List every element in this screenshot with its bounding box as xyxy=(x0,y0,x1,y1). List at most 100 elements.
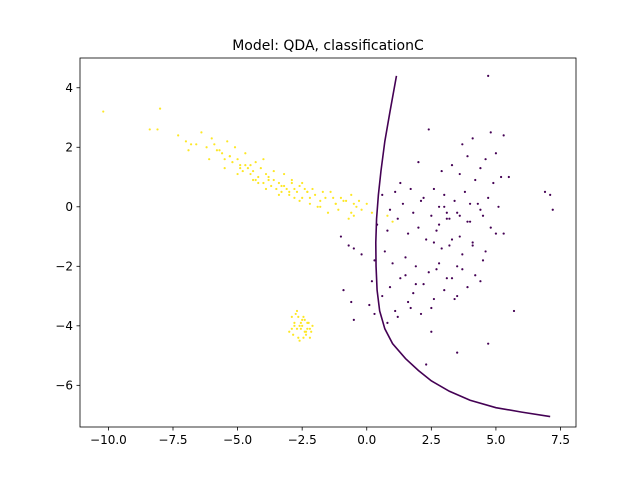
decision-boundary-line xyxy=(374,75,551,418)
data-point-class-1 xyxy=(270,184,273,188)
data-point-class-1 xyxy=(200,131,203,134)
data-point-class-1 xyxy=(295,327,299,330)
data-point-class-0 xyxy=(468,220,472,223)
data-point-class-0 xyxy=(417,161,420,164)
data-point-class-1 xyxy=(303,318,306,321)
data-point-class-1 xyxy=(316,205,319,208)
data-point-class-0 xyxy=(425,238,428,241)
data-point-class-1 xyxy=(288,190,291,194)
data-point-class-0 xyxy=(370,280,374,283)
data-point-class-1 xyxy=(304,333,308,336)
data-point-class-0 xyxy=(430,330,433,333)
data-point-class-0 xyxy=(386,229,389,232)
data-point-class-0 xyxy=(414,265,417,268)
data-point-class-0 xyxy=(507,175,510,179)
data-point-class-1 xyxy=(290,181,293,185)
data-point-class-0 xyxy=(489,226,492,229)
data-point-class-0 xyxy=(456,211,459,214)
data-point-class-0 xyxy=(383,250,386,253)
data-point-class-1 xyxy=(262,158,265,161)
data-point-class-1 xyxy=(297,315,300,318)
data-point-class-1 xyxy=(249,172,252,176)
data-point-class-0 xyxy=(487,342,490,345)
data-point-class-1 xyxy=(288,193,291,196)
data-point-class-0 xyxy=(388,208,392,211)
data-point-class-1 xyxy=(313,193,317,196)
data-point-class-0 xyxy=(502,134,505,137)
x-tick-label: −7.5 xyxy=(158,433,187,447)
data-point-class-1 xyxy=(293,321,296,324)
data-point-class-1 xyxy=(239,164,242,167)
data-point-class-0 xyxy=(479,280,482,283)
data-point-class-0 xyxy=(440,169,443,173)
data-point-class-0 xyxy=(484,250,487,253)
x-tick-label: 5.0 xyxy=(486,433,505,447)
data-point-class-0 xyxy=(458,214,461,217)
data-point-class-1 xyxy=(299,321,302,324)
data-point-class-1 xyxy=(156,128,159,131)
data-point-class-1 xyxy=(228,155,231,158)
data-point-class-1 xyxy=(308,327,312,330)
data-point-class-1 xyxy=(337,208,340,211)
data-point-class-0 xyxy=(481,214,485,217)
data-point-class-1 xyxy=(184,140,188,143)
data-point-class-1 xyxy=(365,202,368,205)
data-point-class-1 xyxy=(352,214,355,217)
data-point-class-1 xyxy=(301,324,304,327)
data-point-class-0 xyxy=(396,217,399,220)
data-point-class-0 xyxy=(466,155,469,158)
plot-area xyxy=(102,74,554,418)
data-point-class-1 xyxy=(308,202,312,205)
data-point-class-1 xyxy=(311,187,314,191)
data-point-class-0 xyxy=(342,289,345,292)
data-point-class-1 xyxy=(223,167,226,170)
data-point-class-1 xyxy=(220,152,224,155)
data-point-class-1 xyxy=(213,143,216,146)
data-point-class-0 xyxy=(391,262,394,265)
data-point-class-1 xyxy=(244,164,247,167)
data-point-class-0 xyxy=(450,277,454,280)
data-point-class-1 xyxy=(329,190,332,194)
data-point-class-0 xyxy=(406,300,410,304)
data-point-class-1 xyxy=(295,190,299,194)
data-point-class-1 xyxy=(293,196,296,199)
data-point-class-1 xyxy=(295,309,299,313)
data-point-class-0 xyxy=(551,208,554,211)
data-point-class-0 xyxy=(461,253,464,256)
data-point-class-1 xyxy=(342,199,345,202)
data-point-class-1 xyxy=(246,167,250,170)
data-point-class-0 xyxy=(417,226,420,229)
data-point-class-0 xyxy=(458,235,461,238)
data-point-class-1 xyxy=(257,175,260,179)
data-point-class-1 xyxy=(319,205,322,208)
data-point-class-0 xyxy=(466,286,469,289)
data-point-class-1 xyxy=(239,167,242,170)
data-point-class-1 xyxy=(251,178,255,182)
data-point-class-0 xyxy=(450,164,454,167)
data-point-class-1 xyxy=(223,158,226,161)
data-point-class-0 xyxy=(450,238,454,241)
y-tick-label: −2 xyxy=(55,259,73,273)
data-point-class-0 xyxy=(339,235,343,238)
data-point-class-0 xyxy=(481,259,485,262)
data-point-class-1 xyxy=(210,137,213,140)
data-point-class-1 xyxy=(177,134,180,137)
data-point-class-1 xyxy=(355,205,358,208)
data-point-class-0 xyxy=(497,205,500,208)
data-point-class-1 xyxy=(272,169,275,173)
data-point-class-1 xyxy=(311,324,314,327)
data-point-class-1 xyxy=(236,172,239,176)
data-point-class-0 xyxy=(406,232,410,235)
data-point-class-0 xyxy=(422,196,425,199)
y-tick-label: 2 xyxy=(65,140,73,154)
data-point-class-0 xyxy=(394,190,397,194)
data-point-class-0 xyxy=(425,363,428,366)
data-point-class-0 xyxy=(456,265,459,268)
data-point-class-1 xyxy=(158,107,162,110)
data-point-class-0 xyxy=(479,167,482,170)
data-point-class-1 xyxy=(187,149,190,152)
data-point-class-1 xyxy=(195,143,198,146)
data-point-class-1 xyxy=(251,169,255,173)
data-point-class-0 xyxy=(453,297,456,301)
data-point-class-1 xyxy=(326,211,330,214)
